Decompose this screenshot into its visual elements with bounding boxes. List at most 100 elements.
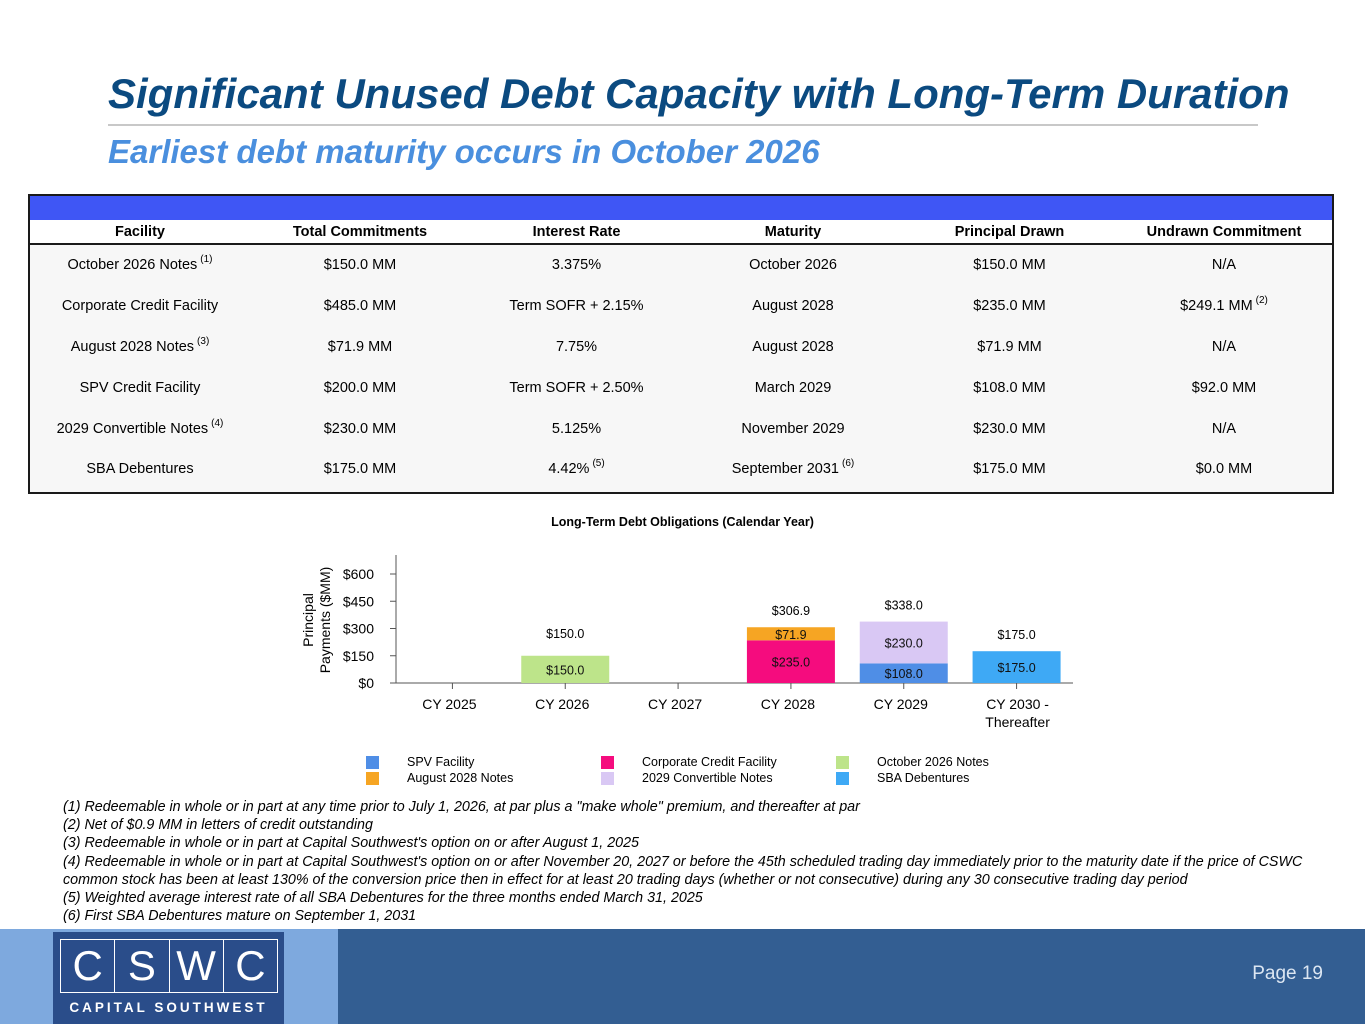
cell-text: 5.125% bbox=[551, 420, 602, 437]
cell-text: $108.0 MM bbox=[973, 379, 1046, 396]
table-cell: 3.375% bbox=[470, 244, 683, 286]
cell-text: November 2029 bbox=[741, 420, 845, 437]
cell-text: $485.0 MM bbox=[323, 298, 397, 315]
legend-swatch bbox=[601, 772, 614, 785]
cell-text: Term SOFR + 2.15% bbox=[509, 298, 644, 315]
cell-text: N/A bbox=[1211, 338, 1237, 355]
cell-text: 3.375% bbox=[551, 257, 602, 274]
table-cell: $150.0 MM bbox=[903, 244, 1116, 286]
table-cell: $92.0 MM bbox=[1116, 367, 1332, 408]
page-number: Page 19 bbox=[1252, 963, 1323, 984]
x-tick-label: CY 2027 bbox=[648, 696, 702, 712]
cell-text: $175.0 MM bbox=[323, 461, 397, 478]
footnote-ref: (5) bbox=[592, 458, 605, 470]
table-cell: $230.0 MM bbox=[250, 408, 470, 449]
bar-segment-label: $175.0 bbox=[997, 661, 1035, 675]
bar-total-label: $150.0 bbox=[546, 627, 584, 641]
table-row: Corporate Credit Facility $485.0 MM Term S… bbox=[30, 286, 1332, 327]
legend-swatch bbox=[836, 772, 849, 785]
table-row: October 2026 Notes (1) $150.0 MM 3.375% Octo… bbox=[30, 244, 1332, 286]
table-cell: $71.9 MM bbox=[903, 327, 1116, 368]
footnote-ref: (3) bbox=[197, 335, 210, 347]
bar-segment-label: $230.0 bbox=[885, 636, 923, 650]
table-cell: $150.0 MM bbox=[250, 244, 470, 286]
table-row: August 2028 Notes (3) $71.9 MM 7.75% August … bbox=[30, 327, 1332, 368]
y-axis-label: PrincipalPayments ($MM) bbox=[300, 567, 333, 674]
bar-segment bbox=[746, 640, 835, 683]
table-cell: $175.0 MM bbox=[250, 449, 470, 490]
page-title: Significant Unused Debt Capacity with Lo… bbox=[108, 70, 1290, 117]
table-cell: Term SOFR + 2.15% bbox=[470, 286, 683, 327]
table-cell: October 2026 Notes (1) bbox=[30, 244, 250, 286]
cell-text: August 2028 Notes bbox=[70, 338, 195, 355]
title-divider bbox=[108, 124, 1258, 126]
cell-text: 4.42% bbox=[548, 461, 590, 478]
cell-text: SPV Credit Facility bbox=[79, 379, 201, 396]
footnote: (6) First SBA Debentures mature on Septe… bbox=[63, 908, 417, 925]
legend-swatch bbox=[366, 772, 379, 785]
table-cell: N/A bbox=[1116, 244, 1332, 286]
cell-text: $230.0 MM bbox=[323, 420, 397, 437]
footnote: (1) Redeemable in whole or in part at an… bbox=[63, 799, 860, 815]
x-tick-label: CY 2028 bbox=[761, 696, 815, 712]
chart-title: Long-Term Debt Obligations (Calendar Yea… bbox=[551, 515, 814, 529]
bar-segment-label: $150.0 bbox=[546, 663, 584, 677]
table-cell: $230.0 MM bbox=[903, 408, 1116, 449]
cell-text: March 2029 bbox=[754, 379, 832, 396]
table-cell: $200.0 MM bbox=[250, 367, 470, 408]
logo-letter: W bbox=[168, 939, 224, 993]
legend-swatch bbox=[836, 756, 849, 769]
logo-letter: C bbox=[222, 939, 278, 993]
bar-segment-label: $235.0 bbox=[772, 656, 810, 670]
footnote: (2) Net of $0.9 MM in letters of credit … bbox=[63, 817, 373, 834]
cell-text: $71.9 MM bbox=[977, 338, 1042, 355]
column-header: Total Commitments bbox=[250, 220, 470, 245]
cell-text: $150.0 MM bbox=[323, 257, 397, 274]
legend-swatch bbox=[601, 756, 614, 769]
table-cell: 2029 Convertible Notes (4) bbox=[30, 408, 250, 449]
cell-text: 2029 Convertible Notes bbox=[56, 420, 209, 437]
table-row: SBA Debentures $175.0 MM 4.42% (5) September… bbox=[30, 449, 1332, 490]
bar-total-label: $175.0 bbox=[997, 628, 1035, 642]
table-cell: $249.1 MM (2) bbox=[1116, 286, 1332, 327]
column-header: Undrawn Commitment bbox=[1116, 220, 1332, 245]
column-header: Interest Rate bbox=[470, 220, 683, 245]
bar-total-label: $338.0 bbox=[885, 599, 923, 613]
table-cell: October 2026 bbox=[683, 244, 903, 286]
table-cell: Term SOFR + 2.50% bbox=[470, 367, 683, 408]
cell-text: Term SOFR + 2.50% bbox=[509, 379, 644, 396]
cell-text: $235.0 MM bbox=[973, 298, 1046, 315]
cell-text: $92.0 MM bbox=[1191, 379, 1257, 396]
cell-text: September 2031 bbox=[731, 461, 839, 478]
cell-text: $249.1 MM bbox=[1180, 298, 1253, 315]
cell-text: October 2026 bbox=[749, 257, 837, 274]
debt-table: Facility Total Commitments Interest Rate… bbox=[30, 220, 1332, 490]
legend-label: SPV Facility bbox=[407, 755, 475, 769]
x-tick-label: CY 2026 bbox=[535, 696, 589, 712]
bar-segment-label: $71.9 bbox=[775, 628, 806, 642]
footnote: (4) Redeemable in whole or in part at Ca… bbox=[63, 853, 1303, 888]
chart-legend: SPV Facility Corporate Credit Facility Oct… bbox=[366, 755, 1046, 789]
cswc-logo: C S W C CAPITAL SOUTHWEST bbox=[53, 932, 284, 1024]
table-cell: 7.75% bbox=[470, 327, 683, 368]
debt-obligations-chart: $0 $150 $300 $450 $600 PrincipalPayments ($MM… bbox=[300, 555, 1073, 730]
logo-wordmark: CAPITAL SOUTHWEST bbox=[69, 1000, 268, 1015]
footnote-ref: (2) bbox=[1255, 295, 1268, 307]
table-cell: N/A bbox=[1116, 327, 1332, 368]
debt-table-panel: Facility Total Commitments Interest Rate… bbox=[28, 194, 1334, 494]
table-cell: $108.0 MM bbox=[903, 367, 1116, 408]
cell-text: $230.0 MM bbox=[973, 420, 1046, 437]
table-cell: August 2028 Notes (3) bbox=[30, 327, 250, 368]
table-cell: $235.0 MM bbox=[903, 286, 1116, 327]
cell-text: $150.0 MM bbox=[973, 257, 1046, 274]
x-tick-label: CY 2025 bbox=[422, 696, 476, 712]
table-cell: 5.125% bbox=[470, 408, 683, 449]
table-row: SPV Credit Facility $200.0 MM Term SOFR + … bbox=[30, 367, 1332, 408]
footnote-ref: (6) bbox=[841, 458, 855, 470]
table-cell: 4.42% (5) bbox=[470, 449, 683, 490]
cell-text: Corporate Credit Facility bbox=[61, 298, 219, 315]
logo-letter: C bbox=[60, 939, 116, 993]
bar-total-label: $306.9 bbox=[772, 604, 810, 618]
x-tick-label: Thereafter bbox=[985, 714, 1050, 730]
bar-segment bbox=[521, 655, 610, 683]
